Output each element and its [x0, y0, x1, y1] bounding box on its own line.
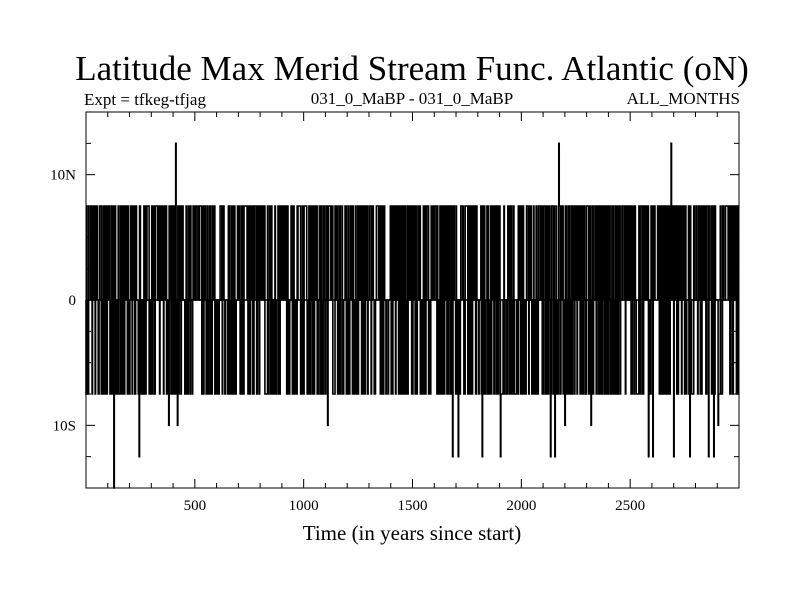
y-tick-label: 10N [50, 168, 76, 184]
x-axis-label: Time (in years since start) [303, 521, 522, 545]
data-series [85, 142, 739, 489]
y-tick-label: 10S [53, 418, 76, 434]
x-tick-label: 2000 [506, 498, 536, 514]
x-tick-label: 1000 [289, 498, 319, 514]
period-label: 031_0_MaBP - 031_0_MaBP [311, 89, 513, 108]
x-tick-label: 2500 [615, 498, 645, 514]
axis-ticks: 500 1000 1500 2000 2500 10N 0 10S [50, 112, 739, 514]
chart-title: Latitude Max Merid Stream Func. Atlantic… [75, 49, 749, 88]
x-tick-label: 500 [184, 498, 207, 514]
x-tick-label: 1500 [398, 498, 428, 514]
y-tick-label: 0 [69, 293, 77, 309]
experiment-label: Expt = tfkeg-tfjag [84, 90, 206, 109]
months-label: ALL_MONTHS [627, 89, 740, 108]
series-line [85, 142, 739, 489]
